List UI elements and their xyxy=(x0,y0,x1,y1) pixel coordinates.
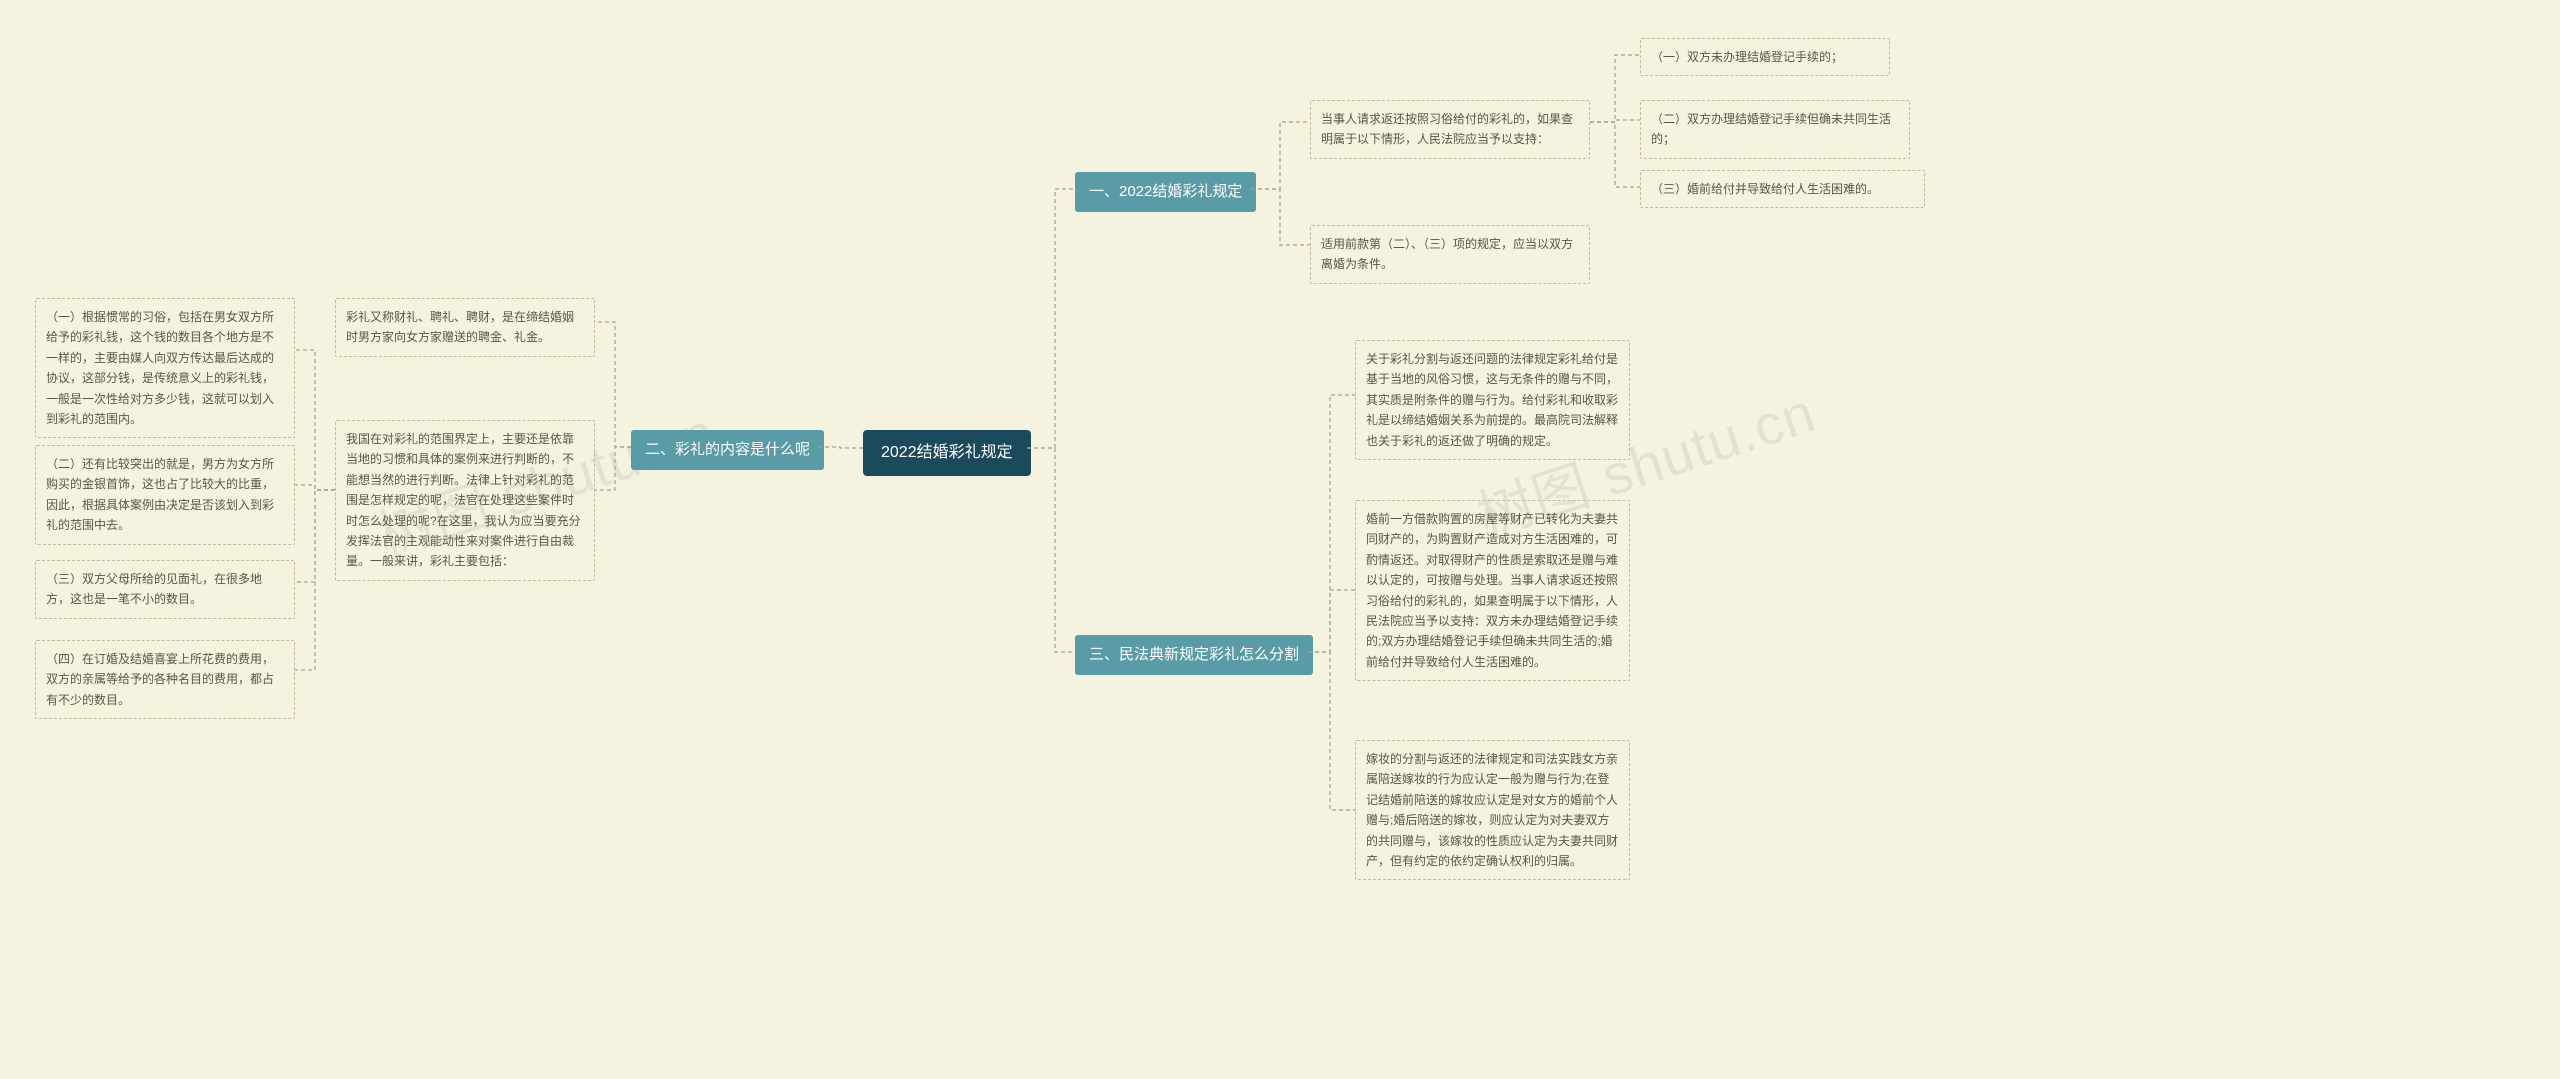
leaf-node: 当事人请求返还按照习俗给付的彩礼的，如果查明属于以下情形，人民法院应当予以支持： xyxy=(1310,100,1590,159)
leaf-node: （二）双方办理结婚登记手续但确未共同生活的； xyxy=(1640,100,1910,159)
root-node: 2022结婚彩礼规定 xyxy=(863,430,1031,476)
leaf-node: 婚前一方借款购置的房屋等财产已转化为夫妻共同财产的，为购置财产造成对方生活困难的… xyxy=(1355,500,1630,681)
branch-1-label: 一、2022结婚彩礼规定 xyxy=(1089,183,1242,200)
leaf-text: （二）还有比较突出的就是，男方为女方所购买的金银首饰，这也占了比较大的比重，因此… xyxy=(46,457,274,532)
leaf-node: （四）在订婚及结婚喜宴上所花费的费用，双方的亲属等给予的各种名目的费用，都占有不… xyxy=(35,640,295,719)
leaf-text: 当事人请求返还按照习俗给付的彩礼的，如果查明属于以下情形，人民法院应当予以支持： xyxy=(1321,112,1573,146)
branch-node-2: 二、彩礼的内容是什么呢 xyxy=(631,430,824,470)
leaf-node: 彩礼又称财礼、聘礼、聘财，是在缔结婚姻时男方家向女方家赠送的聘金、礼金。 xyxy=(335,298,595,357)
branch-node-1: 一、2022结婚彩礼规定 xyxy=(1075,172,1256,212)
leaf-node: 我国在对彩礼的范围界定上，主要还是依靠当地的习惯和具体的案例来进行判断的，不能想… xyxy=(335,420,595,581)
leaf-text: 关于彩礼分割与返还问题的法律规定彩礼给付是基于当地的风俗习惯，这与无条件的赠与不… xyxy=(1366,352,1618,448)
leaf-text: 适用前款第（二）、（三）项的规定，应当以双方离婚为条件。 xyxy=(1321,237,1573,271)
leaf-text: 彩礼又称财礼、聘礼、聘财，是在缔结婚姻时男方家向女方家赠送的聘金、礼金。 xyxy=(346,310,574,344)
leaf-text: （一）根据惯常的习俗，包括在男女双方所给予的彩礼钱，这个钱的数目各个地方是不一样… xyxy=(46,310,274,426)
leaf-text: （三）双方父母所给的见面礼，在很多地方，这也是一笔不小的数目。 xyxy=(46,572,262,606)
leaf-node: 关于彩礼分割与返还问题的法律规定彩礼给付是基于当地的风俗习惯，这与无条件的赠与不… xyxy=(1355,340,1630,460)
leaf-text: 我国在对彩礼的范围界定上，主要还是依靠当地的习惯和具体的案例来进行判断的，不能想… xyxy=(346,432,581,568)
leaf-node: 嫁妆的分割与返还的法律规定和司法实践女方亲属陪送嫁妆的行为应认定一般为赠与行为;… xyxy=(1355,740,1630,880)
leaf-node: （三）双方父母所给的见面礼，在很多地方，这也是一笔不小的数目。 xyxy=(35,560,295,619)
leaf-node: 适用前款第（二）、（三）项的规定，应当以双方离婚为条件。 xyxy=(1310,225,1590,284)
leaf-text: （一）双方未办理结婚登记手续的； xyxy=(1651,50,1843,64)
branch-3-label: 三、民法典新规定彩礼怎么分割 xyxy=(1089,646,1299,663)
leaf-text: （三）婚前给付并导致给付人生活困难的。 xyxy=(1651,182,1879,196)
root-label: 2022结婚彩礼规定 xyxy=(881,444,1013,461)
leaf-text: （四）在订婚及结婚喜宴上所花费的费用，双方的亲属等给予的各种名目的费用，都占有不… xyxy=(46,652,274,707)
branch-node-3: 三、民法典新规定彩礼怎么分割 xyxy=(1075,635,1313,675)
leaf-text: （二）双方办理结婚登记手续但确未共同生活的； xyxy=(1651,112,1891,146)
leaf-text: 婚前一方借款购置的房屋等财产已转化为夫妻共同财产的，为购置财产造成对方生活困难的… xyxy=(1366,512,1618,669)
leaf-node: （三）婚前给付并导致给付人生活困难的。 xyxy=(1640,170,1925,208)
leaf-text: 嫁妆的分割与返还的法律规定和司法实践女方亲属陪送嫁妆的行为应认定一般为赠与行为;… xyxy=(1366,752,1618,868)
leaf-node: （一）根据惯常的习俗，包括在男女双方所给予的彩礼钱，这个钱的数目各个地方是不一样… xyxy=(35,298,295,438)
branch-2-label: 二、彩礼的内容是什么呢 xyxy=(645,441,810,458)
leaf-node: （二）还有比较突出的就是，男方为女方所购买的金银首饰，这也占了比较大的比重，因此… xyxy=(35,445,295,545)
leaf-node: （一）双方未办理结婚登记手续的； xyxy=(1640,38,1890,76)
